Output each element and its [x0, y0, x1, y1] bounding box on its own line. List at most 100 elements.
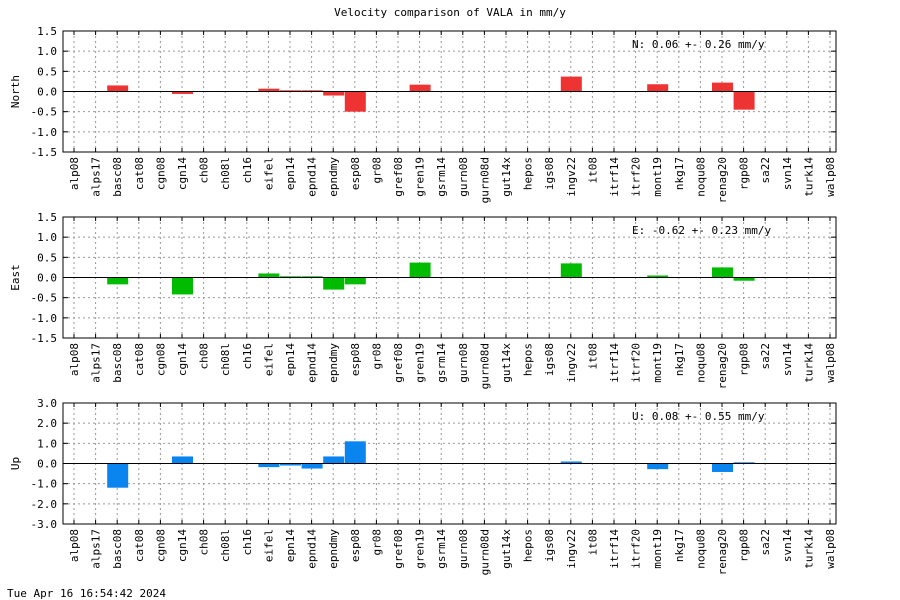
panel-east-ytick-label: -1.5 — [31, 332, 58, 345]
panel-up-xtick-label: alp08 — [68, 529, 81, 562]
panel-up-xtick-label: it08 — [586, 529, 599, 556]
panel-up-xtick-label: turk14 — [802, 529, 815, 569]
panel-north-xtick-label: ch16 — [241, 157, 254, 184]
panel-north-ytick-label: -1.5 — [31, 146, 58, 159]
panel-north-bar-renag20 — [712, 82, 733, 92]
panel-east-xtick-label: noqu08 — [694, 343, 707, 383]
panel-north-xtick-label: gurn08 — [457, 157, 470, 197]
panel-north-xtick-label: gsrm14 — [435, 157, 448, 197]
panel-up-xtick-label: rgp08 — [738, 529, 751, 562]
panel-up-xtick-label: gurn08 — [457, 529, 470, 569]
panel-up-xtick-label: epnd14 — [306, 529, 319, 569]
panel-east-xtick-label: cgn14 — [176, 343, 189, 376]
panel-north-bar-gren19 — [409, 84, 431, 92]
panel-up-xtick-label: esp08 — [349, 529, 362, 562]
panel-up-ylabel: Up — [9, 457, 22, 470]
panel-up-xtick-label: cat08 — [133, 529, 146, 562]
panel-east-xtick-label: gref08 — [392, 343, 405, 383]
panel-north-xtick-label: ch08l — [219, 157, 232, 190]
panel-east-bar-gren19 — [409, 262, 431, 278]
panel-up-bar-eifel — [258, 463, 280, 468]
panel-up-bar-cgn14 — [172, 456, 193, 464]
panel-up-bar-ingv22 — [560, 461, 582, 464]
panel-up-bar-epnd14 — [301, 463, 323, 469]
panel-north-bar-basc08 — [107, 85, 129, 92]
panel-up-ytick-label: 1.0 — [37, 437, 57, 450]
panel-north-xtick-label: igs08 — [543, 157, 556, 190]
panel-east-frame — [62, 216, 837, 339]
panel-north-bar-epndmy — [323, 91, 345, 96]
panel-up-ytick-label: 3.0 — [37, 397, 57, 410]
panel-east-xtick-label: esp08 — [349, 343, 362, 376]
panel-north-xtick-label: ch08 — [198, 157, 211, 184]
panel-up-xtick-label: sa22 — [759, 529, 772, 556]
panel-east-xtick-label: sa22 — [759, 343, 772, 370]
panel-up-xtick-label: gurn08d — [478, 529, 491, 575]
panel-east-xtick-label: cat08 — [133, 343, 146, 376]
panel-up-xtick-label: hepos — [522, 529, 535, 562]
panel-up-bar-rgp08 — [733, 462, 755, 464]
panel-north-xtick-label: noqu08 — [694, 157, 707, 197]
panel-north-xtick-label: rgp08 — [738, 157, 751, 190]
panel-north-xtick-label: gurn08d — [478, 157, 491, 203]
panel-east-xtick-label: eifel — [262, 343, 275, 376]
panel-north-bar-ingv22 — [560, 76, 582, 92]
panel-east-xtick-label: nkg17 — [673, 343, 686, 376]
panel-north-xtick-label: cgn14 — [176, 157, 189, 190]
panel-east-xtick-label: gsrm14 — [435, 343, 448, 383]
panel-north-ytick-label: 0.5 — [37, 65, 57, 78]
panel-north-xtick-label: epnd14 — [306, 157, 319, 197]
panel-east-xtick-label: gr08 — [370, 343, 383, 370]
panel-up-xtick-label: epndmy — [327, 529, 340, 569]
panel-up-bar-epndmy — [323, 456, 345, 464]
panel-north-bar-eifel — [258, 88, 280, 92]
panel-north-ytick-label: -0.5 — [31, 106, 58, 119]
panel-north-xtick-label: alp08 — [68, 157, 81, 190]
panel-east-bar-epndmy — [323, 277, 345, 290]
panel-north-xtick-label: svn14 — [781, 157, 794, 190]
panel-up-xtick-label: itrf20 — [630, 529, 643, 569]
panel-north-xtick-label: gren19 — [414, 157, 427, 197]
panel-east-xtick-label: gurn08d — [478, 343, 491, 389]
panel-north-ytick-label: -1.0 — [31, 126, 58, 139]
panel-north-ytick-label: 1.0 — [37, 45, 57, 58]
page-title: Velocity comparison of VALA in mm/y — [334, 6, 566, 19]
panel-east-xtick-label: gut14x — [500, 343, 513, 383]
panel-east-xtick-label: rgp08 — [738, 343, 751, 376]
panel-up-xtick-label: ingv22 — [565, 529, 578, 569]
panel-east-ytick-label: 0.5 — [37, 251, 57, 264]
panel-east-ytick-label: 0.0 — [37, 272, 57, 285]
panel-east-xtick-label: gren19 — [414, 343, 427, 383]
panel-east-xtick-label: cgn08 — [154, 343, 167, 376]
panel-up-xtick-label: cgn08 — [154, 529, 167, 562]
panel-up-ytick-label: 2.0 — [37, 417, 57, 430]
panel-up-xtick-label: itrf14 — [608, 529, 621, 569]
panel-north-xtick-label: turk14 — [802, 157, 815, 197]
panel-east-ylabel: East — [9, 264, 22, 291]
panel-north-xtick-label: sa22 — [759, 157, 772, 184]
panel-north-xtick-label: esp08 — [349, 157, 362, 190]
panel-up-ytick-label: -2.0 — [31, 498, 58, 511]
panel-east-bar-renag20 — [712, 267, 733, 278]
panel-east-bar-basc08 — [107, 277, 129, 285]
panel-up-xtick-label: cgn14 — [176, 529, 189, 562]
panel-up-xtick-label: epn14 — [284, 529, 297, 562]
panel-up-xtick-label: gr08 — [370, 529, 383, 556]
panel-east-xtick-label: turk14 — [802, 343, 815, 383]
panel-east-xtick-label: ch08 — [198, 343, 211, 370]
panel-east-bar-epnd14 — [301, 276, 323, 278]
panel-east-ytick-label: -1.0 — [31, 312, 58, 325]
panel-east-bar-ingv22 — [560, 263, 582, 278]
panel-up-xtick-label: gsrm14 — [435, 529, 448, 569]
panel-north-bar-epnd14 — [301, 90, 323, 92]
panel-up-xtick-label: nkg17 — [673, 529, 686, 562]
panel-north-bar-esp08 — [344, 91, 366, 112]
panel-up-bar-epn14 — [280, 463, 301, 466]
panel-east-xtick-label: alps17 — [90, 343, 103, 383]
panel-up-bar-renag20 — [712, 463, 733, 472]
panel-north-xtick-label: mont19 — [651, 157, 664, 197]
panel-east-xtick-label: alp08 — [68, 343, 81, 376]
panel-north-xtick-label: it08 — [586, 157, 599, 184]
panel-east-bar-cgn14 — [172, 277, 193, 295]
panel-up-ytick-label: 0.0 — [37, 458, 57, 471]
